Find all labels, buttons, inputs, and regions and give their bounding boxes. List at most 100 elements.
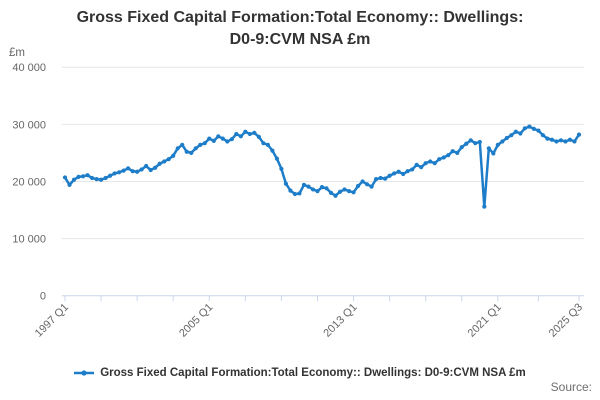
data-point[interactable] (98, 177, 104, 182)
data-point[interactable] (261, 141, 266, 146)
data-point[interactable] (283, 181, 289, 186)
data-point[interactable] (576, 132, 582, 137)
data-point[interactable] (342, 187, 347, 192)
data-point[interactable] (292, 191, 298, 197)
data-point[interactable] (76, 174, 81, 179)
data-point[interactable] (473, 141, 478, 146)
data-point[interactable] (554, 139, 559, 144)
data-point[interactable] (162, 159, 167, 164)
data-point[interactable] (509, 133, 514, 138)
data-point[interactable] (234, 131, 239, 137)
data-point[interactable] (198, 142, 203, 147)
data-point[interactable] (252, 130, 257, 135)
data-point[interactable] (130, 169, 135, 174)
data-point[interactable] (328, 190, 334, 195)
data-point[interactable] (549, 137, 555, 142)
data-point[interactable] (567, 137, 573, 142)
data-point[interactable] (360, 179, 365, 184)
data-point[interactable] (387, 173, 392, 178)
legend[interactable]: Gross Fixed Capital Formation:Total Econ… (0, 364, 600, 382)
data-point[interactable] (180, 142, 185, 147)
data-point[interactable] (202, 141, 207, 146)
data-point[interactable] (103, 175, 108, 181)
data-point[interactable] (459, 145, 464, 150)
data-point[interactable] (563, 139, 568, 144)
data-point[interactable] (441, 155, 446, 160)
data-series-line[interactable] (63, 125, 581, 208)
data-point[interactable] (414, 162, 419, 167)
data-point[interactable] (80, 174, 86, 179)
data-point[interactable] (477, 139, 482, 145)
data-point[interactable] (333, 193, 338, 198)
data-point[interactable] (144, 163, 149, 169)
data-point[interactable] (482, 204, 487, 209)
data-point[interactable] (243, 129, 248, 134)
data-point[interactable] (216, 134, 221, 139)
data-point[interactable] (279, 166, 284, 171)
data-point[interactable] (423, 161, 428, 166)
data-point[interactable] (468, 138, 473, 143)
data-point[interactable] (536, 128, 541, 133)
data-point[interactable] (211, 138, 216, 143)
data-point[interactable] (67, 182, 72, 187)
data-point[interactable] (85, 173, 90, 178)
data-point[interactable] (166, 157, 171, 162)
data-point[interactable] (558, 138, 564, 143)
data-point[interactable] (126, 166, 131, 171)
data-point[interactable] (157, 161, 162, 166)
data-point[interactable] (504, 135, 509, 141)
data-point[interactable] (112, 171, 117, 176)
data-point[interactable] (455, 150, 460, 155)
data-point[interactable] (175, 146, 180, 151)
data-point[interactable] (383, 176, 388, 181)
data-point[interactable] (432, 161, 437, 166)
data-point[interactable] (94, 177, 99, 182)
data-point[interactable] (513, 129, 518, 134)
data-point[interactable] (410, 167, 415, 172)
data-point[interactable] (355, 183, 361, 189)
data-point[interactable] (450, 149, 455, 154)
data-point[interactable] (310, 187, 316, 192)
data-point[interactable] (256, 134, 261, 139)
data-point[interactable] (446, 153, 451, 158)
data-point[interactable] (184, 149, 189, 154)
data-point[interactable] (464, 141, 469, 146)
data-point[interactable] (315, 189, 320, 194)
data-point[interactable] (374, 177, 379, 182)
data-point[interactable] (297, 191, 302, 196)
data-point[interactable] (171, 153, 176, 158)
data-point[interactable] (153, 165, 158, 170)
data-point[interactable] (71, 177, 77, 182)
data-point[interactable] (396, 169, 401, 174)
data-point[interactable] (139, 167, 144, 172)
data-point[interactable] (437, 157, 442, 162)
data-point[interactable] (401, 171, 406, 177)
data-point[interactable] (89, 175, 95, 181)
data-point[interactable] (270, 148, 275, 153)
data-point[interactable] (572, 139, 577, 144)
data-point[interactable] (229, 137, 234, 142)
data-point[interactable] (540, 133, 546, 138)
data-point[interactable] (324, 186, 329, 191)
data-point[interactable] (491, 151, 496, 156)
data-point[interactable] (247, 131, 252, 137)
data-point[interactable] (121, 168, 126, 173)
data-point[interactable] (518, 131, 523, 136)
data-point[interactable] (274, 156, 280, 161)
data-point[interactable] (364, 182, 370, 187)
data-point[interactable] (148, 167, 153, 173)
data-point[interactable] (238, 134, 243, 139)
data-point[interactable] (301, 182, 307, 187)
data-point[interactable] (531, 126, 537, 131)
data-point[interactable] (486, 146, 491, 151)
data-point[interactable] (405, 169, 410, 174)
data-point[interactable] (62, 175, 68, 180)
data-point[interactable] (378, 175, 383, 181)
data-point[interactable] (189, 150, 194, 155)
data-point[interactable] (369, 184, 374, 189)
data-point[interactable] (351, 190, 356, 195)
data-point[interactable] (265, 142, 270, 147)
data-point[interactable] (306, 184, 311, 189)
data-point[interactable] (428, 159, 433, 164)
